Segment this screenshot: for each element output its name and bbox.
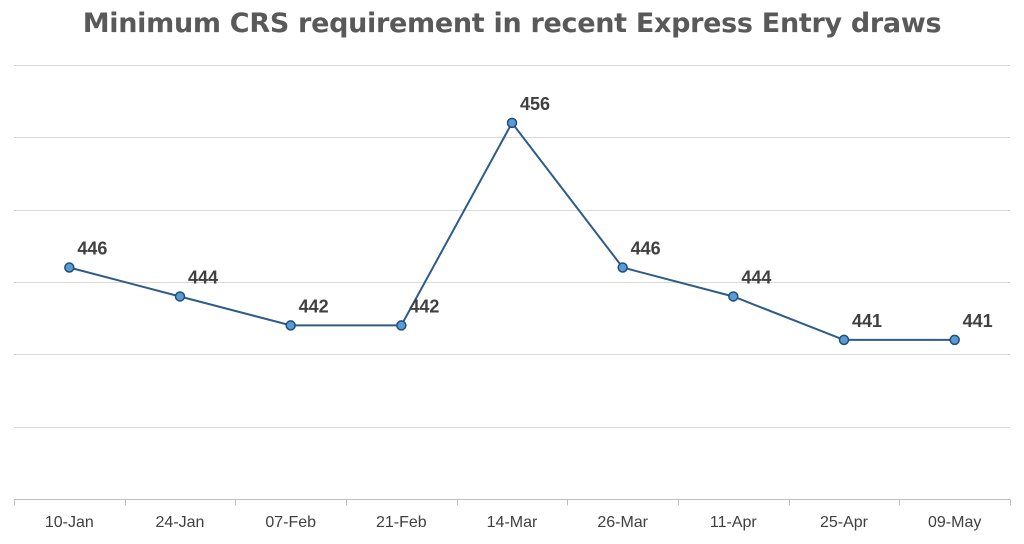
x-axis: 10-Jan 24-Jan 07-Feb 21-Feb 14-Mar 26-Mar 11-A… (14, 499, 1011, 531)
data-label: 442 (409, 296, 439, 316)
x-tick-label: 24-Jan (156, 514, 205, 531)
data-label: 444 (741, 267, 771, 287)
data-point (617, 262, 628, 273)
data-label: 446 (77, 239, 107, 259)
x-tick-label: 14-Mar (487, 514, 538, 531)
data-point (396, 320, 407, 331)
data-label: 442 (299, 296, 329, 316)
data-point (506, 117, 518, 129)
data-label: 456 (520, 94, 550, 114)
x-tick-label: 21-Feb (376, 514, 427, 531)
data-point (64, 262, 75, 273)
series-line (69, 121, 955, 341)
data-point (838, 334, 850, 346)
data-point (949, 334, 960, 346)
x-tick-label: 26-Mar (597, 514, 648, 531)
gridlines (14, 65, 1010, 428)
data-label: 441 (852, 311, 882, 331)
data-label: 444 (188, 267, 218, 287)
data-labels: 446 444 442 442 456 446 444 441 441 (77, 94, 992, 331)
x-tick-label: 09-May (928, 514, 981, 531)
data-point (285, 320, 296, 331)
series-layer (64, 117, 960, 346)
x-tick-label: 11-Apr (710, 514, 758, 531)
data-label: 446 (631, 239, 661, 259)
x-tick-label: 10-Jan (45, 514, 94, 531)
x-tick-label: 07-Feb (265, 514, 316, 531)
data-point (174, 291, 186, 302)
data-label: 441 (963, 311, 993, 331)
data-point (728, 291, 739, 302)
chart-title: Minimum CRS requirement in recent Expres… (82, 8, 942, 39)
x-tick-label: 25-Apr (820, 514, 869, 531)
